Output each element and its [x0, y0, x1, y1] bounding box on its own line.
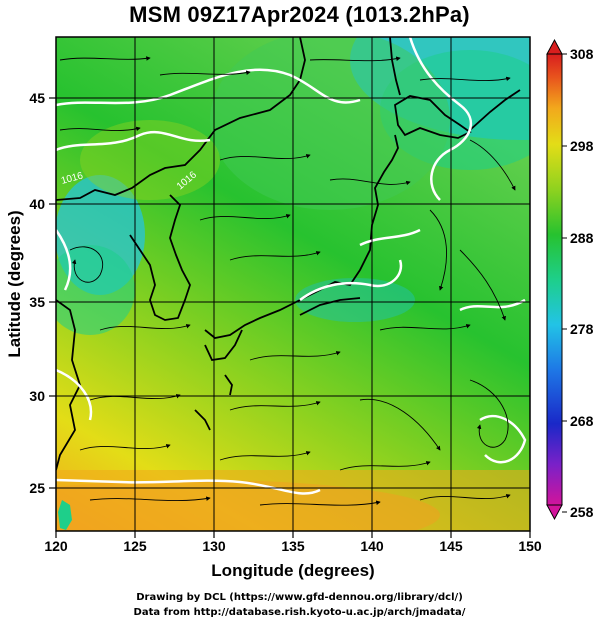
y-tick-45: 45	[29, 90, 45, 106]
pressure-contours	[56, 37, 527, 495]
x-tick-140: 140	[360, 538, 384, 554]
temperature-field	[56, 37, 530, 531]
colorbar-max-arrow	[546, 38, 563, 55]
wind-streamlines	[59, 56, 516, 506]
map-title: MSM 09Z17Apr2024 (1013.2hPa)	[129, 2, 470, 27]
x-tick-130: 130	[202, 538, 226, 554]
x-tick-125: 125	[123, 538, 147, 554]
y-tick-25: 25	[29, 480, 45, 496]
colorbar-label-298: 298	[570, 138, 594, 154]
x-tick-135: 135	[281, 538, 305, 554]
credit-data: Data from http://database.rish.kyoto-u.a…	[133, 607, 466, 618]
x-tick-120: 120	[44, 538, 68, 554]
colorbar-label-268: 268	[570, 413, 594, 429]
colorbar-label-258: 258	[570, 504, 594, 520]
colorbar-label-308: 308	[570, 46, 594, 62]
colorbar-label-288: 288	[570, 230, 594, 246]
x-tick-145: 145	[439, 538, 463, 554]
y-tick-35: 35	[29, 294, 45, 310]
x-tick-150: 150	[518, 538, 542, 554]
colorbar-min-arrow	[546, 504, 563, 521]
y-tick-30: 30	[29, 388, 45, 404]
y-tick-40: 40	[29, 196, 45, 212]
credit-drawing: Drawing by DCL (https://www.gfd-dennou.o…	[136, 592, 463, 603]
colorbar-gradient	[546, 53, 563, 506]
colorbar-label-278: 278	[570, 321, 594, 337]
tick-marks	[49, 97, 531, 538]
x-axis-title: Longitude (degrees)	[211, 561, 374, 580]
y-axis-title: Latitude (degrees)	[5, 210, 24, 357]
colorbar: 308 298 288 278 268 258	[546, 38, 594, 521]
gridlines	[56, 37, 530, 531]
